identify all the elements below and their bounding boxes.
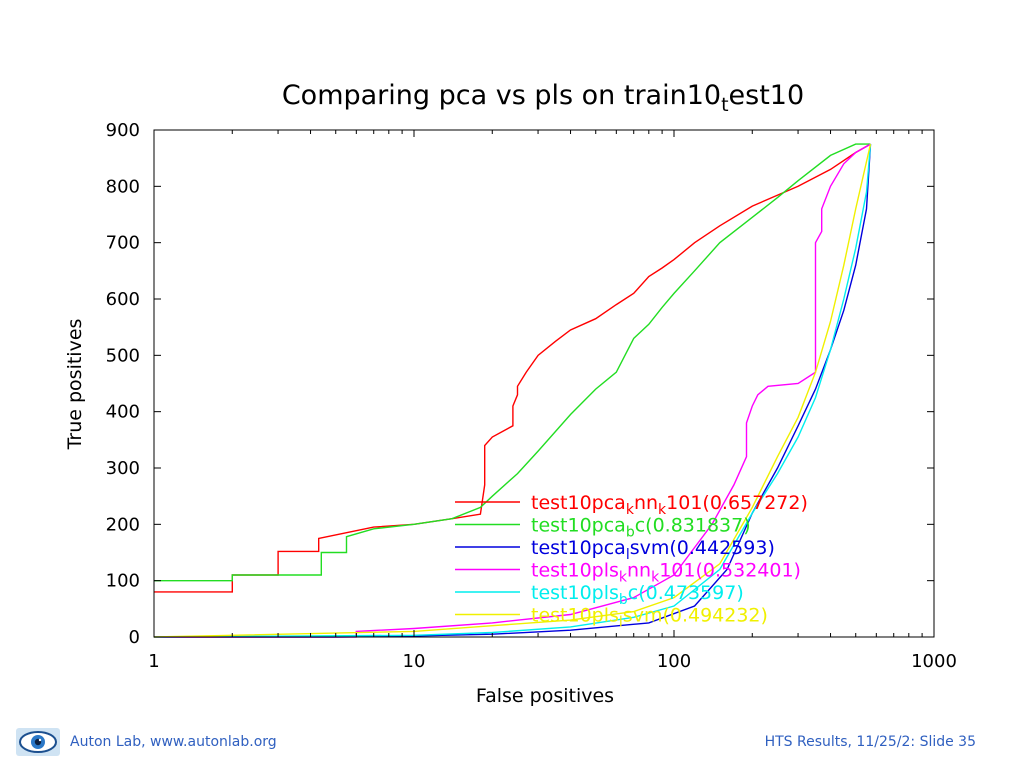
footer-left: Auton Lab, www.autonlab.org (16, 727, 277, 757)
y-tick-label: 400 (106, 402, 140, 423)
y-axis-title: True positives (64, 319, 86, 451)
legend-label-4: test10plsknnk101(0.532401) (531, 560, 801, 586)
plot-frame (153, 129, 935, 638)
y-tick-label: 200 (106, 514, 140, 535)
y-tick-label: 900 (106, 120, 140, 141)
x-tick-label: 100 (657, 651, 691, 672)
x-axis-title: False positives (476, 685, 614, 707)
chart-title-sub: t (721, 94, 728, 116)
legend-label-6: test10plslsvm(0.494232) (531, 605, 768, 631)
axis-ticks (153, 129, 935, 638)
legend-label-1: test10pcaknnk101(0.657272) (531, 492, 808, 518)
x-tick-labels: 1 10 100 1000 (148, 651, 957, 672)
x-tick-label: 10 (403, 651, 426, 672)
series-line-5 (153, 144, 872, 638)
footer-credit[interactable]: Auton Lab, www.autonlab.org (70, 734, 277, 750)
legend-label-3: test10pcalsvm(0.442593) (531, 537, 775, 563)
series-line-6 (153, 143, 872, 638)
y-tick-labels: 0 100 200 300 400 500 600 700 800 900 (106, 120, 140, 648)
chart-title-main: Comparing pca vs pls on train10 (282, 80, 721, 111)
plot-area (153, 143, 872, 638)
x-tick-label: 1000 (911, 651, 957, 672)
y-tick-label: 800 (106, 176, 140, 197)
y-tick-label: 100 (106, 571, 140, 592)
series-line-1 (154, 143, 871, 593)
legend-label-5: test10plsbc(0.473597) (531, 582, 744, 608)
y-tick-label: 600 (106, 289, 140, 310)
chart-title: Comparing pca vs pls on train10test10 (282, 80, 804, 116)
legend-label-2: test10pcabc(0.831837) (531, 515, 751, 541)
footer-slide-info: HTS Results, 11/25/2: Slide 35 (764, 734, 976, 750)
legend: test10pcaknnk101(0.657272)test10pcabc(0.… (455, 492, 808, 631)
series-line-4 (154, 143, 871, 638)
series-line-2 (154, 143, 871, 582)
y-tick-label: 500 (106, 345, 140, 366)
x-tick-label: 1 (148, 651, 159, 672)
chart-title-suffix: est10 (729, 80, 805, 111)
y-tick-label: 300 (106, 458, 140, 479)
y-tick-label: 0 (129, 627, 140, 648)
eye-logo-icon[interactable] (16, 728, 60, 756)
y-tick-label: 700 (106, 233, 140, 254)
